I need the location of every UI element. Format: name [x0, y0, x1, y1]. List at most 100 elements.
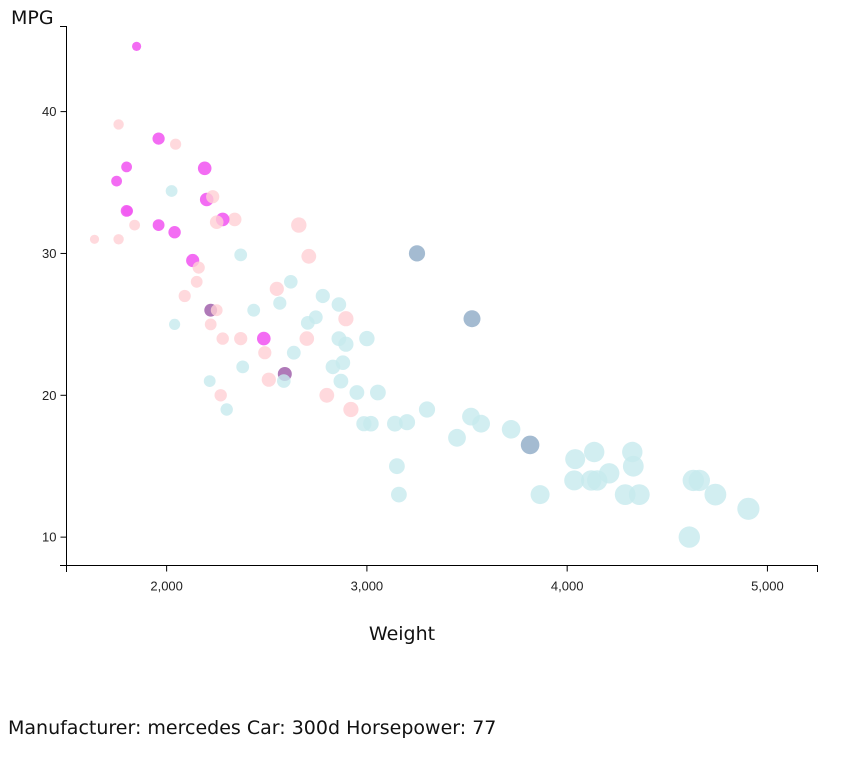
x-tick-label: 4,000 [551, 579, 584, 594]
scatter-point[interactable] [168, 226, 181, 239]
scatter-point[interactable] [284, 275, 298, 289]
scatter-point[interactable] [129, 219, 141, 231]
scatter-point[interactable] [220, 403, 233, 416]
scatter-point[interactable] [628, 484, 650, 505]
scatter-point[interactable] [89, 234, 100, 244]
scatter-chart: 2,000 3,000 4,000 5,000 10 20 30 40 MPG Weight [11, 7, 818, 645]
scatter-point[interactable] [333, 373, 349, 389]
y-tick-label: 20 [42, 388, 56, 403]
x-tick-label: 3,000 [351, 579, 384, 594]
scatter-point[interactable] [530, 485, 550, 505]
scatter-point[interactable] [472, 414, 490, 433]
scatter-point[interactable] [448, 428, 466, 447]
scatter-point[interactable] [170, 138, 182, 150]
scatter-point[interactable] [113, 119, 124, 130]
scatter-point[interactable] [301, 248, 317, 264]
scatter-point[interactable] [398, 414, 416, 431]
horsepower-label: Horsepower: [346, 717, 467, 739]
scatter-point[interactable] [203, 375, 216, 387]
scatter-point[interactable] [359, 330, 375, 347]
scatter-point[interactable] [261, 372, 276, 387]
scatter-point[interactable] [190, 275, 203, 288]
y-tick-label: 30 [42, 246, 56, 261]
scatter-point[interactable] [587, 470, 608, 491]
scatter-point[interactable] [286, 345, 301, 360]
axes-layer [60, 26, 818, 572]
scatter-point[interactable] [325, 359, 341, 375]
scatter-point[interactable] [300, 316, 315, 330]
scatter-point[interactable] [236, 360, 250, 374]
scatter-point[interactable] [387, 415, 403, 432]
scatter-point[interactable] [111, 175, 122, 187]
scatter-point[interactable] [204, 318, 217, 331]
scatter-point[interactable] [737, 497, 760, 520]
scatter-point[interactable] [678, 526, 700, 548]
scatter-point[interactable] [206, 190, 220, 204]
scatter-point[interactable] [234, 332, 248, 346]
scatter-point[interactable] [520, 435, 540, 455]
points-layer [89, 41, 760, 548]
scatter-point[interactable] [169, 318, 181, 330]
x-tick-label: 2,000 [150, 579, 183, 594]
scatter-point[interactable] [343, 401, 359, 418]
scatter-point[interactable] [331, 331, 347, 346]
car-label: Car: [246, 717, 286, 739]
car-value: 300d [291, 717, 341, 739]
x-ticks: 2,000 3,000 4,000 5,000 [150, 565, 784, 594]
scatter-point[interactable] [209, 215, 224, 229]
y-tick-label: 40 [42, 104, 56, 119]
scatter-point[interactable] [418, 401, 436, 418]
scatter-point[interactable] [338, 311, 354, 327]
scatter-point[interactable] [564, 470, 585, 491]
manufacturer-label: Manufacturer: [8, 717, 142, 739]
scatter-point[interactable] [234, 248, 248, 262]
scatter-point[interactable] [331, 297, 347, 312]
scatter-point[interactable] [247, 303, 261, 317]
scatter-point[interactable] [565, 449, 586, 470]
scatter-point[interactable] [178, 289, 191, 303]
scatter-point[interactable] [315, 288, 330, 304]
scatter-point[interactable] [113, 234, 124, 245]
hover-info: Manufacturer: mercedes Car: 300d Horsepo… [8, 717, 496, 739]
scatter-point[interactable] [356, 416, 372, 432]
scatter-point[interactable] [132, 41, 142, 52]
scatter-point[interactable] [122, 205, 133, 217]
scatter-point[interactable] [319, 387, 335, 403]
scatter-point[interactable] [277, 374, 291, 388]
scatter-point[interactable] [197, 161, 212, 176]
scatter-point[interactable] [269, 281, 284, 296]
scatter-point[interactable] [192, 261, 205, 274]
scatter-point[interactable] [165, 185, 178, 197]
scatter-point[interactable] [299, 331, 315, 346]
manufacturer-value: mercedes [147, 717, 241, 739]
scatter-point[interactable] [584, 441, 605, 463]
scatter-point[interactable] [273, 296, 287, 310]
scatter-point[interactable] [152, 219, 165, 232]
scatter-point[interactable] [622, 441, 643, 463]
scatter-point[interactable] [463, 310, 481, 328]
scatter-point[interactable] [152, 132, 165, 145]
x-tick-label: 5,000 [751, 579, 784, 594]
scatter-point[interactable] [349, 385, 365, 400]
scatter-point[interactable] [258, 346, 272, 360]
scatter-point[interactable] [257, 331, 271, 346]
scatter-point[interactable] [704, 483, 727, 506]
scatter-point[interactable] [291, 217, 307, 233]
x-axis-line [66, 565, 818, 572]
horsepower-value: 77 [472, 717, 497, 739]
scatter-point[interactable] [408, 245, 426, 262]
scatter-point[interactable] [214, 389, 227, 402]
scatter-point[interactable] [370, 384, 386, 401]
scatter-point[interactable] [391, 486, 407, 503]
scatter-point[interactable] [216, 332, 229, 345]
x-axis-title: Weight [369, 623, 435, 645]
y-ticks: 10 20 30 40 [42, 104, 67, 545]
scatter-point[interactable] [121, 161, 132, 173]
scatter-point[interactable] [501, 420, 521, 439]
scatter-point[interactable] [210, 304, 223, 317]
scatter-point[interactable] [227, 212, 242, 227]
scatter-point[interactable] [389, 458, 405, 475]
y-axis-title: MPG [11, 7, 54, 29]
scatter-point[interactable] [688, 469, 710, 492]
y-axis-line [60, 26, 67, 566]
